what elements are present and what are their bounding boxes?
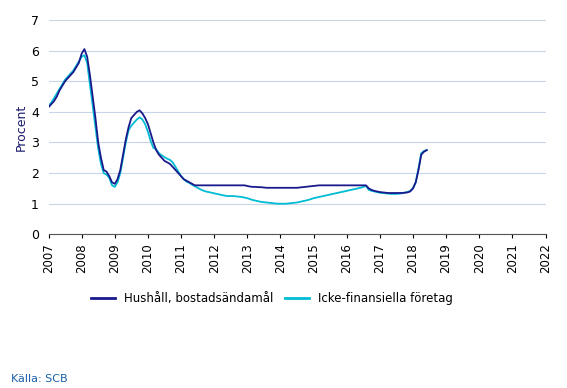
Line: Hushåll, bostadsändamål: Hushåll, bostadsändamål xyxy=(49,49,427,193)
Icke-finansiella företag xyxy=(274,201,281,206)
Text: Källa: SCB: Källa: SCB xyxy=(11,374,68,384)
Icke-finansiella företag xyxy=(424,148,430,152)
Icke-finansiella företag xyxy=(81,53,88,57)
Hushåll, bostadsändamål xyxy=(385,191,392,195)
Hushåll, bostadsändamål xyxy=(263,185,270,190)
Icke-finansiella företag xyxy=(321,194,328,198)
Icke-finansiella företag xyxy=(186,180,193,185)
Hushåll, bostadsändamål xyxy=(81,47,88,52)
Hushåll, bostadsändamål xyxy=(197,183,204,188)
Icke-finansiella företag xyxy=(263,200,270,205)
Icke-finansiella företag xyxy=(45,104,52,108)
Icke-finansiella företag xyxy=(197,187,204,192)
Hushåll, bostadsändamål xyxy=(368,188,375,192)
Icke-finansiella företag xyxy=(371,189,378,194)
Hushåll, bostadsändamål xyxy=(421,149,428,154)
Legend: Hushåll, bostadsändamål, Icke-finansiella företag: Hushåll, bostadsändamål, Icke-finansiell… xyxy=(86,288,458,310)
Y-axis label: Procent: Procent xyxy=(15,104,28,151)
Icke-finansiella företag xyxy=(421,149,428,153)
Hushåll, bostadsändamål xyxy=(319,183,325,188)
Hushåll, bostadsändamål xyxy=(424,148,430,152)
Hushåll, bostadsändamål xyxy=(186,180,193,185)
Hushåll, bostadsändamål xyxy=(45,105,52,109)
Line: Icke-finansiella företag: Icke-finansiella företag xyxy=(49,55,427,204)
